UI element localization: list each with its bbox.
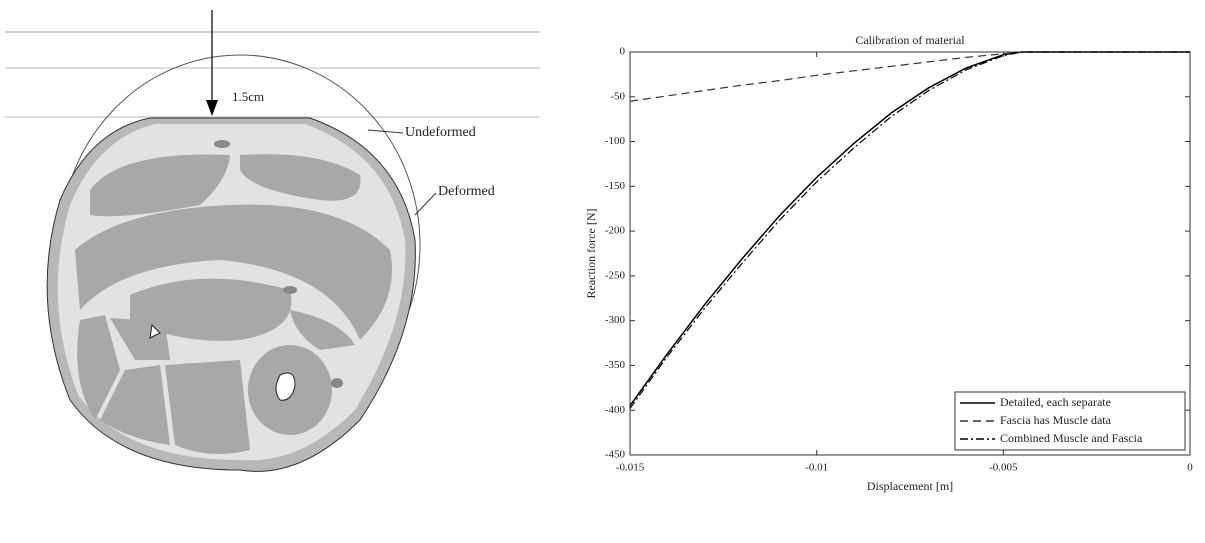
plot-area [629, 51, 1191, 456]
bone [149, 323, 161, 339]
muscle [130, 278, 292, 341]
dimension-label: 1.5cm [232, 89, 264, 104]
chart-title: Calibration of material [855, 33, 965, 47]
y-tick-label: -350 [605, 359, 626, 371]
vessel [331, 378, 343, 388]
muscle [90, 154, 230, 217]
x-tick-label: -0.015 [616, 462, 645, 474]
leader-line [367, 129, 404, 134]
muscle [165, 360, 250, 454]
legend-label: Fascia has Muscle data [1000, 413, 1112, 427]
y-tick-label: -250 [605, 269, 626, 281]
leader-line [414, 192, 437, 216]
undeformed-label: Undeformed [405, 125, 476, 140]
arrow-head [206, 100, 218, 116]
chart: Calibration of material Displacement [m] R… [584, 33, 1194, 493]
cross-section-diagram: 1.5cm Undeformed Deformed [5, 10, 540, 472]
y-tick-label: -200 [605, 225, 626, 237]
y-axis-label: Reaction force [N] [584, 209, 598, 299]
muscle [77, 315, 120, 420]
y-tick-label: -300 [605, 314, 626, 326]
bone [275, 372, 296, 401]
y-tick-label: -100 [605, 135, 626, 147]
series-line [629, 51, 1190, 102]
vessel [214, 140, 230, 148]
x-tick-label: -0.005 [989, 462, 1018, 474]
legend-label: Detailed, each separate [1000, 395, 1111, 409]
x-axis-label: Displacement [m] [867, 479, 953, 493]
deformed-label: Deformed [438, 184, 495, 199]
vessel [283, 286, 297, 294]
series-line [629, 51, 1190, 407]
muscle [75, 204, 392, 340]
muscle [100, 365, 170, 445]
y-tick-label: -450 [605, 449, 626, 461]
x-tick-label: -0.01 [805, 462, 828, 474]
muscle [240, 154, 361, 201]
y-tick-label: 0 [620, 46, 626, 58]
y-tick-label: -400 [605, 404, 626, 416]
legend-label: Combined Muscle and Fascia [1000, 431, 1143, 445]
y-tick-label: -50 [610, 90, 625, 102]
y-tick-label: -150 [605, 180, 626, 192]
x-tick-label: 0 [1187, 462, 1193, 474]
muscle [290, 310, 355, 350]
